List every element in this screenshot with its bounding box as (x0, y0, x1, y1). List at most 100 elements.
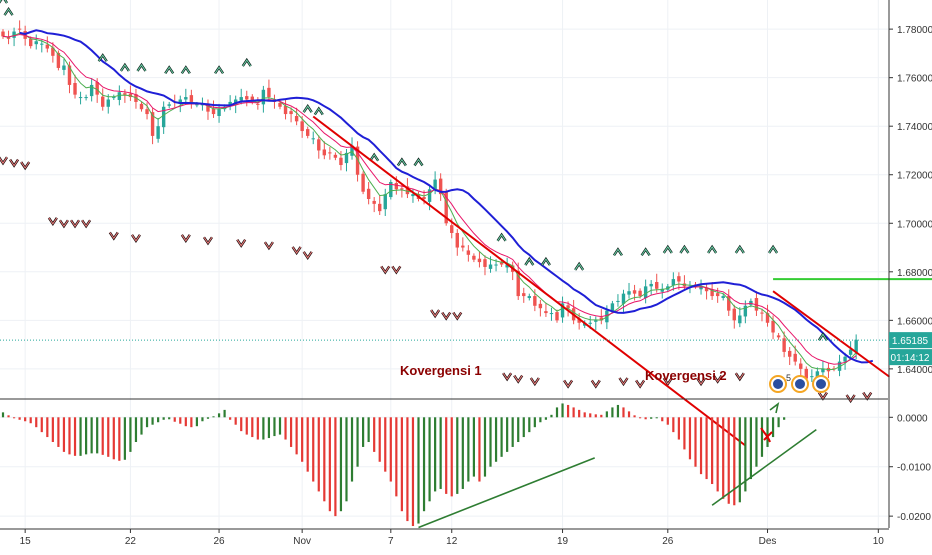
buy-signal-arrow-inner (707, 246, 717, 254)
histogram-bar (289, 417, 293, 447)
sell-signal-arrow-inner (441, 312, 451, 320)
sell-signal-arrow-inner (713, 375, 723, 383)
candle-body (250, 96, 254, 102)
candle-body (671, 279, 676, 286)
candle-body (206, 103, 210, 112)
candle-body (477, 258, 482, 263)
candle-body (56, 52, 61, 68)
buy-signal-arrow-inner (120, 64, 130, 72)
histogram-bar (650, 417, 653, 419)
histogram-bar (334, 417, 337, 517)
candle-body (394, 182, 399, 190)
histogram-bar (168, 417, 171, 420)
candle-body (749, 300, 753, 305)
histogram-bar (162, 417, 165, 420)
histogram-bar (711, 417, 714, 485)
sell-signal-arrow-inner (391, 266, 401, 274)
candle-body (660, 288, 664, 292)
histogram-bar (284, 417, 287, 440)
histogram-bar (716, 417, 719, 492)
buy-signal-arrow-inner (397, 158, 407, 166)
candle-body (84, 97, 88, 99)
buy-signal-arrow-inner (314, 107, 324, 115)
buy-signal-arrow-inner (181, 66, 191, 74)
candle-body (389, 182, 393, 198)
histogram-bar (600, 414, 603, 418)
candle-body (267, 87, 271, 98)
histogram-bar (240, 417, 243, 432)
candle-body (306, 129, 310, 136)
gridlines (0, 0, 888, 528)
candle-body (294, 116, 299, 122)
buy-signal-arrow-inner (818, 333, 828, 341)
histogram-bar (40, 417, 43, 433)
candle-body (760, 312, 764, 314)
price-panel[interactable] (0, 0, 932, 447)
histogram-bar (190, 417, 193, 428)
green-moving-average (2, 32, 857, 371)
histogram-bar (85, 417, 88, 455)
candle-body (378, 203, 382, 212)
candle-body (494, 264, 498, 266)
candle-body (6, 37, 11, 39)
countdown-text: 01:14:12 (891, 353, 930, 364)
histogram-bar (461, 417, 464, 489)
histogram-bar (295, 417, 298, 455)
histogram-bar (755, 417, 758, 467)
candle-body (361, 173, 365, 192)
candle-body (150, 112, 155, 136)
histogram-bar (1, 412, 5, 418)
sell-signal-arrow-inner (452, 312, 462, 320)
histogram-bar (229, 417, 232, 420)
buy-signal-arrow-inner (214, 66, 224, 74)
histogram-bar (184, 417, 187, 427)
histogram-bar (306, 417, 309, 472)
histogram-bar (411, 417, 415, 527)
histogram-bar (434, 417, 437, 492)
candle-body (854, 339, 858, 353)
candle-body (350, 145, 354, 156)
histogram-bar (783, 417, 786, 420)
histogram-bar (777, 417, 780, 428)
candle-body (333, 154, 338, 158)
candle-body (189, 95, 194, 102)
candle-body (765, 313, 770, 323)
candle-body (405, 186, 410, 195)
oscillator-panel[interactable] (1, 402, 817, 529)
candle-body (649, 283, 653, 287)
candle-body (433, 179, 437, 191)
candle-body (34, 41, 38, 45)
countdown-badge (889, 349, 932, 366)
candle-body (710, 290, 714, 297)
candle-body (427, 189, 432, 202)
histogram-bar (384, 417, 387, 472)
histogram-bar (539, 417, 542, 423)
annotation-kovergensi-1: Kovergensi 1 (400, 363, 482, 378)
candle-body (89, 84, 94, 97)
date-tick-label: 22 (125, 536, 137, 547)
candle-body (527, 296, 531, 299)
date-tick-label: Nov (293, 536, 311, 547)
candle-body (450, 225, 454, 233)
candle-body (200, 104, 205, 106)
histogram-bar (367, 417, 370, 443)
candle-body (455, 232, 459, 248)
buy-signal-arrow-inner (137, 64, 146, 72)
candle-body (732, 308, 736, 321)
candle-body (655, 281, 659, 289)
histogram-bar (312, 417, 315, 482)
candle-body (799, 363, 803, 369)
sell-signal-arrow-inner (131, 234, 141, 242)
buy-signal-arrow-inner (663, 246, 673, 254)
histogram-bar (46, 417, 49, 438)
histogram-bar (478, 417, 481, 482)
date-tick-label: 10 (873, 536, 885, 547)
histogram-bar (251, 417, 254, 438)
candle-body (167, 104, 171, 106)
histogram-bar (594, 414, 597, 418)
histogram-bar (661, 417, 664, 422)
histogram-bar (350, 417, 354, 482)
candle-body (211, 108, 216, 115)
sell-signal-arrow-inner (59, 219, 69, 228)
